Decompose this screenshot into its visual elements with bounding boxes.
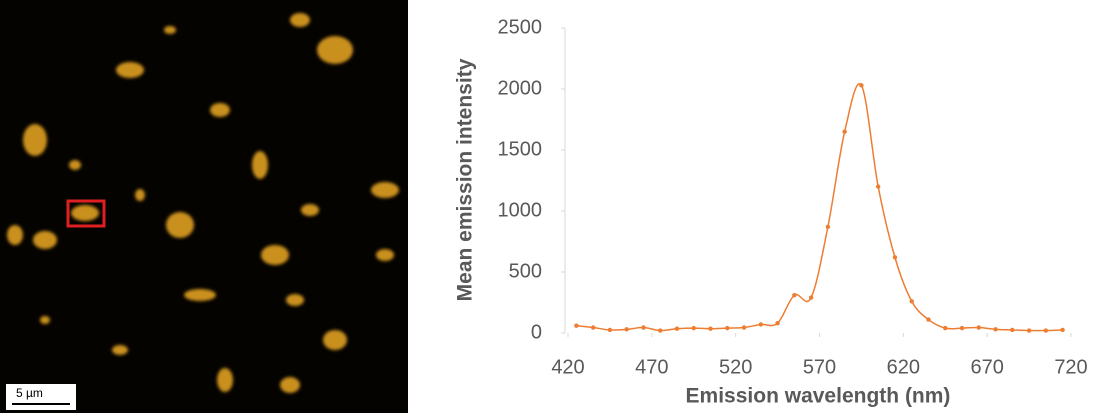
data-point — [775, 321, 780, 326]
data-point — [674, 326, 680, 331]
x-tick-label: 570 — [803, 356, 836, 378]
x-tick-label: 420 — [551, 356, 584, 378]
y-tick-label: 1000 — [498, 199, 543, 221]
data-point — [875, 184, 881, 189]
data-point — [792, 292, 797, 298]
x-tick-label: 620 — [887, 356, 920, 378]
data-point — [808, 295, 814, 300]
data-point — [758, 322, 764, 327]
data-point — [1060, 327, 1065, 333]
data-point — [708, 326, 713, 331]
data-point — [1010, 327, 1015, 333]
data-point — [574, 323, 579, 328]
x-tick-label: 670 — [970, 356, 1003, 378]
data-point — [976, 325, 981, 330]
data-point — [842, 129, 847, 134]
data-point — [926, 317, 931, 322]
scale-bar-label: 5 µm — [16, 386, 43, 400]
data-point — [825, 224, 831, 230]
y-tick-label: 500 — [509, 260, 542, 282]
data-point — [993, 327, 998, 332]
data-point — [641, 325, 646, 330]
data-point — [959, 325, 965, 331]
y-tick-label: 2500 — [498, 16, 543, 38]
data-point — [909, 299, 914, 304]
y-tick-label: 1500 — [498, 138, 543, 160]
x-tick-label: 520 — [719, 356, 752, 378]
data-point — [859, 83, 864, 88]
micrograph: 5 µm — [0, 0, 408, 413]
data-point — [892, 255, 898, 260]
y-tick-label: 0 — [531, 321, 542, 343]
data-point — [1043, 328, 1049, 333]
data-point — [741, 325, 747, 330]
y-tick-label: 2000 — [498, 77, 543, 99]
series-line — [576, 82, 1063, 332]
data-point — [943, 325, 948, 331]
data-point — [590, 325, 596, 330]
x-axis-title: Emission wavelength (nm) — [686, 385, 951, 408]
data-point — [624, 327, 629, 332]
x-tick-label: 720 — [1054, 356, 1087, 378]
data-point — [607, 327, 613, 333]
data-point — [725, 325, 730, 331]
y-axis-title: Mean emission intensity — [454, 58, 477, 301]
data-point — [658, 328, 663, 333]
data-point — [1026, 328, 1032, 333]
x-tick-label: 470 — [635, 356, 668, 378]
data-point — [691, 325, 696, 331]
